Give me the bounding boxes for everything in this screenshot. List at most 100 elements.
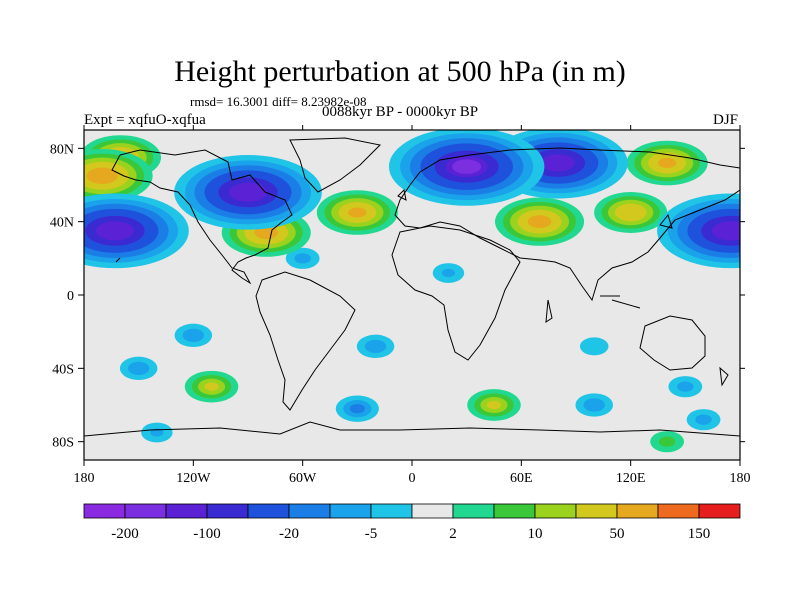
colorbar-label: -100: [193, 526, 221, 542]
contour-level: [349, 404, 365, 414]
contour-level: [441, 268, 456, 278]
anomaly-1: [432, 263, 465, 283]
anomaly-0: [579, 337, 609, 356]
coast-australia: [639, 315, 706, 371]
anomaly-13: [467, 389, 521, 421]
anomaly-3: [285, 247, 320, 269]
contour-level: [86, 167, 118, 185]
contour-level: [579, 337, 609, 356]
contour-level: [658, 436, 676, 447]
contour-level: [229, 182, 267, 202]
contour-level: [711, 221, 740, 241]
anomaly-17: [316, 190, 398, 235]
anomaly-7: [174, 323, 213, 347]
colorbar-swatch: [329, 503, 372, 519]
contour-level: [452, 159, 482, 174]
x-tick-label: 180: [74, 471, 95, 486]
anomaly-19: [495, 197, 585, 246]
x-tick-label: 120W: [176, 471, 211, 486]
contour-level: [614, 203, 647, 222]
colorbar-label: -200: [111, 526, 139, 542]
period-label: 0088kyr BP - 0000kyr BP: [321, 104, 479, 120]
colorbar-swatch: [206, 503, 249, 519]
anomaly-12: [184, 370, 239, 403]
coast-north-america: [111, 149, 293, 285]
anomaly-14: [594, 192, 668, 233]
colorbar-swatch: [534, 503, 577, 519]
x-tick-label: 180: [730, 471, 751, 486]
colorbar-swatch: [657, 503, 700, 519]
colorbar-swatch: [452, 503, 495, 519]
colorbar-label: -20: [279, 526, 299, 542]
stats-line: rmsd= 16.3001 diff= 8.23982e-08: [190, 94, 367, 109]
colorbar-swatch: [698, 503, 741, 519]
contour-level: [127, 361, 150, 375]
contour-level: [540, 154, 575, 172]
anomaly-20: [84, 149, 153, 203]
anomaly-10: [575, 393, 614, 417]
anomaly-6: [650, 431, 685, 453]
y-tick-label: 40S: [52, 362, 74, 377]
colorbar: -200 -100 -20 -5 2 10 50 150: [83, 503, 741, 542]
x-tick-label: 120E: [616, 471, 646, 486]
anomaly-23: [657, 193, 740, 269]
anomaly-25: [388, 130, 545, 206]
contour-level: [677, 381, 694, 392]
height-field: [84, 130, 740, 460]
colorbar-swatch: [616, 503, 659, 519]
colorbar-label: 10: [528, 526, 543, 542]
anomaly-22: [84, 193, 189, 269]
contour-level: [695, 414, 712, 425]
contour-level: [294, 253, 311, 264]
contour-level: [182, 328, 205, 342]
contour-level: [348, 207, 367, 218]
coast-eurasia: [394, 147, 740, 302]
colorbar-swatch: [247, 503, 290, 519]
contour-level: [364, 339, 387, 353]
colorbar-swatch: [83, 503, 126, 519]
x-tick-label: 60E: [510, 471, 533, 486]
colorbar-swatch: [165, 503, 208, 519]
anomaly-5: [686, 409, 721, 431]
colorbar-swatch: [493, 503, 536, 519]
y-tick-label: 80N: [50, 142, 74, 157]
y-tick-label: 0: [67, 289, 74, 304]
y-axis: 80N 40N 0 40S 80S: [50, 142, 745, 451]
contour-level: [96, 221, 134, 241]
chart-title: Height perturbation at 500 hPa (in m): [174, 55, 626, 88]
anomaly-24: [174, 155, 322, 230]
contour-level: [527, 215, 552, 229]
experiment-label: Expt = xqfuO-xqfua: [84, 112, 206, 128]
contour-level: [583, 398, 605, 412]
contour-level: [486, 400, 502, 410]
anomaly-8: [356, 334, 395, 358]
colorbar-swatch: [124, 503, 167, 519]
anomaly-15: [626, 140, 708, 186]
colorbar-swatch: [575, 503, 618, 519]
colorbar-label: 2: [449, 526, 457, 542]
y-tick-label: 80S: [52, 436, 74, 451]
contour-level: [150, 428, 164, 437]
anomaly-11: [335, 395, 379, 422]
colorbar-label: 50: [610, 526, 625, 542]
colorbar-swatch: [288, 503, 331, 519]
anomaly-4: [668, 376, 703, 398]
coast-south-america: [255, 271, 356, 411]
x-tick-label: 0: [409, 471, 416, 486]
coast-antarctica: [84, 421, 740, 437]
colorbar-label: 150: [688, 526, 711, 542]
coast-greenland: [289, 137, 382, 193]
contour-level: [204, 382, 219, 391]
coast-islands: [115, 188, 729, 387]
anomaly-2: [141, 422, 173, 443]
coast-africa: [391, 225, 521, 361]
coastlines: [84, 137, 740, 437]
x-tick-label: 60W: [289, 471, 317, 486]
season-label: DJF: [713, 112, 739, 128]
colorbar-swatch: [370, 503, 413, 519]
colorbar-label: -5: [365, 526, 378, 542]
y-tick-label: 40N: [50, 216, 74, 231]
x-axis: 180 120W 60W 0 60E 120E 180: [74, 125, 751, 486]
anomaly-9: [119, 356, 158, 380]
